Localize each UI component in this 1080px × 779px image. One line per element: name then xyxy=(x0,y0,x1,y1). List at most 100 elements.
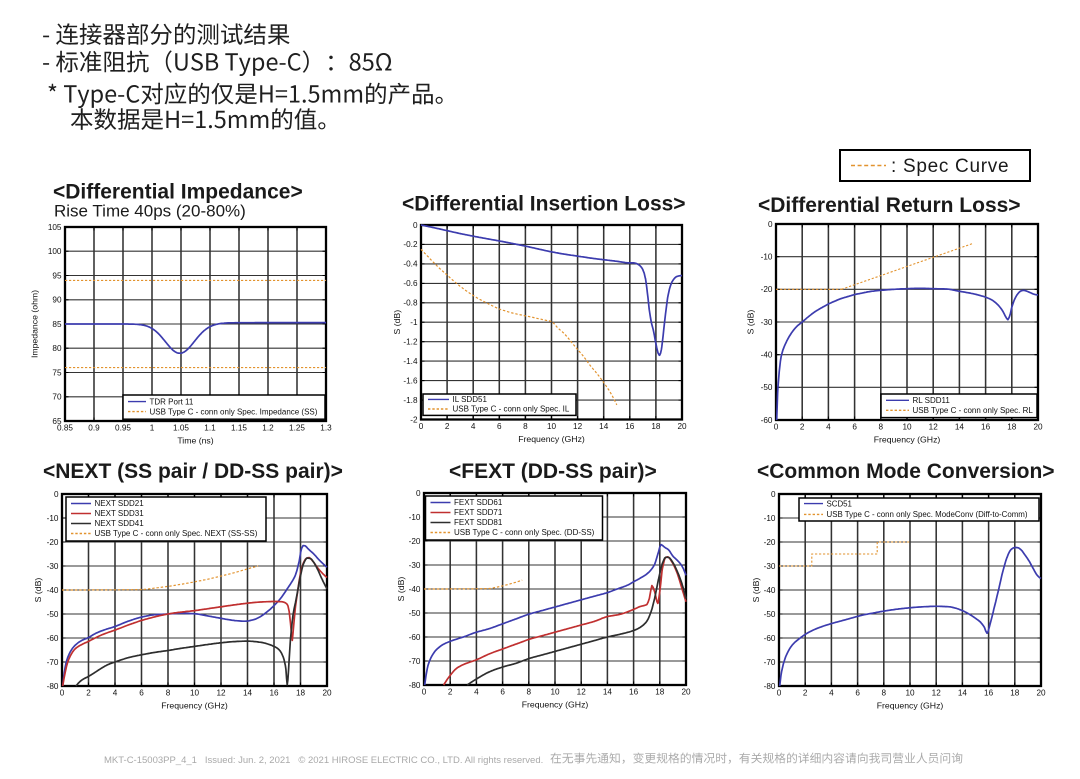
svg-text:Time (ns): Time (ns) xyxy=(177,436,213,446)
svg-text:95: 95 xyxy=(52,271,62,280)
svg-text:NEXT SDD21: NEXT SDD21 xyxy=(95,499,145,508)
svg-text:0: 0 xyxy=(416,489,421,498)
svg-text:RL SDD11: RL SDD11 xyxy=(913,396,951,405)
svg-text:4: 4 xyxy=(474,688,479,697)
svg-text:85: 85 xyxy=(52,320,62,329)
svg-text:S (dB): S (dB) xyxy=(392,310,402,335)
svg-text:16: 16 xyxy=(984,689,994,698)
svg-text:8: 8 xyxy=(166,689,171,698)
svg-text:2: 2 xyxy=(803,689,808,698)
svg-text:0: 0 xyxy=(413,221,418,230)
svg-text:S (dB): S (dB) xyxy=(33,578,43,603)
svg-text:-30: -30 xyxy=(409,561,421,570)
svg-text:SCD51: SCD51 xyxy=(827,499,852,508)
svg-text:: Spec Curve: : Spec Curve xyxy=(891,156,1009,177)
svg-text:14: 14 xyxy=(599,422,609,431)
svg-text:10: 10 xyxy=(902,423,912,432)
svg-text:0.95: 0.95 xyxy=(115,424,131,433)
svg-text:MKT-C-15003PP_4_1 Issued: Ju: MKT-C-15003PP_4_1 Issued: Jun. 2, 2021 ©… xyxy=(104,755,543,766)
svg-text:<Common Mode Conversion>: <Common Mode Conversion> xyxy=(757,460,1055,483)
svg-text:-1.4: -1.4 xyxy=(403,357,418,366)
svg-text:-50: -50 xyxy=(47,610,59,619)
svg-text:USB Type C - conn only Spec. I: USB Type C - conn only Spec. IL xyxy=(453,405,570,414)
svg-text:10: 10 xyxy=(547,422,557,431)
svg-text:1.2: 1.2 xyxy=(262,424,274,433)
svg-text:NEXT SDD31: NEXT SDD31 xyxy=(95,509,145,518)
svg-text:USB Type C - conn only Spec. M: USB Type C - conn only Spec. ModeConv (D… xyxy=(827,510,1028,519)
svg-text:FEXT SDD81: FEXT SDD81 xyxy=(454,518,503,527)
svg-text:-80: -80 xyxy=(47,682,59,691)
svg-text:16: 16 xyxy=(629,688,639,697)
svg-text:4: 4 xyxy=(829,689,834,698)
svg-text:18: 18 xyxy=(1007,423,1017,432)
svg-text:8: 8 xyxy=(882,689,887,698)
svg-text:-0.8: -0.8 xyxy=(403,299,418,308)
svg-text:18: 18 xyxy=(296,689,306,698)
svg-text:20: 20 xyxy=(677,422,687,431)
svg-text:8: 8 xyxy=(527,688,532,697)
svg-text:2: 2 xyxy=(86,689,91,698)
svg-text:-0.6: -0.6 xyxy=(403,279,418,288)
svg-text:6: 6 xyxy=(852,423,857,432)
svg-text:Rise Time 40ps (20-80%): Rise Time 40ps (20-80%) xyxy=(54,202,246,221)
svg-text:<FEXT (DD-SS pair)>: <FEXT (DD-SS pair)> xyxy=(449,460,657,483)
svg-text:-0.2: -0.2 xyxy=(403,240,418,249)
svg-text:20: 20 xyxy=(1036,689,1046,698)
svg-text:-10: -10 xyxy=(764,514,776,523)
svg-text:14: 14 xyxy=(243,689,253,698)
svg-text:<Differential Return Loss>: <Differential Return Loss> xyxy=(758,194,1021,217)
svg-text:Frequency (GHz): Frequency (GHz) xyxy=(874,435,941,445)
svg-text:-30: -30 xyxy=(47,562,59,571)
svg-text:12: 12 xyxy=(929,423,939,432)
svg-text:0: 0 xyxy=(54,490,59,499)
svg-text:80: 80 xyxy=(52,344,62,353)
svg-text:1.1: 1.1 xyxy=(204,424,216,433)
svg-text:0.9: 0.9 xyxy=(88,424,100,433)
svg-text:-40: -40 xyxy=(47,586,59,595)
svg-text:1.3: 1.3 xyxy=(320,424,332,433)
svg-text:-80: -80 xyxy=(764,682,776,691)
svg-text:S (dB): S (dB) xyxy=(746,310,756,335)
svg-text:1.25: 1.25 xyxy=(289,424,305,433)
svg-text:8: 8 xyxy=(523,422,528,431)
svg-text:USB Type C - conn only Spec. N: USB Type C - conn only Spec. NEXT (SS-SS… xyxy=(95,529,258,538)
svg-text:-60: -60 xyxy=(764,634,776,643)
svg-text:0: 0 xyxy=(60,689,65,698)
svg-text:4: 4 xyxy=(826,423,831,432)
svg-text:-20: -20 xyxy=(47,538,59,547)
svg-text:4: 4 xyxy=(113,689,118,698)
svg-text:<Differential Impedance>: <Differential Impedance> xyxy=(53,181,303,204)
svg-text:16: 16 xyxy=(981,423,991,432)
svg-text:20: 20 xyxy=(322,689,332,698)
svg-text:-20: -20 xyxy=(409,537,421,546)
svg-text:-20: -20 xyxy=(764,538,776,547)
svg-text:0.85: 0.85 xyxy=(57,424,73,433)
svg-text:10: 10 xyxy=(190,689,200,698)
svg-text:-10: -10 xyxy=(761,253,773,262)
svg-text:NEXT SDD41: NEXT SDD41 xyxy=(95,519,145,528)
svg-text:-70: -70 xyxy=(409,657,421,666)
svg-text:S (dB): S (dB) xyxy=(396,577,406,602)
svg-text:USB Type C - conn only Spec. (: USB Type C - conn only Spec. (DD-SS) xyxy=(454,528,595,537)
svg-text:Impedance (ohm): Impedance (ohm) xyxy=(30,290,40,358)
svg-text:-60: -60 xyxy=(47,634,59,643)
svg-text:16: 16 xyxy=(269,689,279,698)
svg-text:-30: -30 xyxy=(764,562,776,571)
svg-text:6: 6 xyxy=(139,689,144,698)
svg-text:14: 14 xyxy=(603,688,613,697)
svg-text:-80: -80 xyxy=(409,681,421,690)
svg-text:20: 20 xyxy=(1033,423,1043,432)
svg-text:2: 2 xyxy=(448,688,453,697)
svg-text:TDR Port 11: TDR Port 11 xyxy=(150,397,194,406)
svg-text:USB Type C - conn only Spec. R: USB Type C - conn only Spec. RL xyxy=(913,406,1034,415)
svg-text:65: 65 xyxy=(52,417,62,426)
svg-text:Frequency (GHz): Frequency (GHz) xyxy=(877,701,944,711)
svg-text:<NEXT (SS pair / DD-SS pair)>: <NEXT (SS pair / DD-SS pair)> xyxy=(43,460,343,483)
svg-text:-2: -2 xyxy=(410,415,418,424)
svg-text:FEXT SDD71: FEXT SDD71 xyxy=(454,508,503,517)
svg-text:2: 2 xyxy=(445,422,450,431)
svg-text:-30: -30 xyxy=(761,318,773,327)
svg-text:1: 1 xyxy=(150,424,155,433)
svg-text:-1: -1 xyxy=(410,318,418,327)
svg-text:-1.8: -1.8 xyxy=(403,396,418,405)
